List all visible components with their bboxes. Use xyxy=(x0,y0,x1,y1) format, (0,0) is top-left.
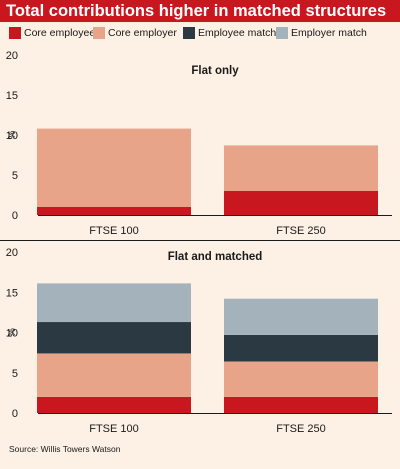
panel-1-bar-ftse-100-core-employee xyxy=(37,207,191,215)
panel-2-bar-ftse-250-employee-match xyxy=(224,334,378,362)
legend: Core employee Core employer Employee mat… xyxy=(0,25,400,41)
panel-2-category-ftse-100: FTSE 100 xyxy=(89,423,139,435)
panel-2-ytick-20: 20 xyxy=(6,247,18,259)
panel-2-bar-ftse-100-core-employer xyxy=(37,353,191,397)
legend-label-core-employee: Core employee xyxy=(24,27,96,39)
panel-1-bar-ftse-250-core-employer xyxy=(224,145,378,191)
panel-2-bar-ftse-250-core-employer xyxy=(224,361,378,397)
panel-1-ytick-10: 10 xyxy=(6,130,18,142)
source-note: Source: Willis Towers Watson xyxy=(9,444,121,454)
legend-label-core-employer: Core employer xyxy=(108,27,177,39)
panel-2-bar-ftse-250-employer-match xyxy=(224,298,378,335)
panel-2-category-ftse-250: FTSE 250 xyxy=(276,423,326,435)
panel-2-ytick-5: 5 xyxy=(12,368,18,380)
panel-1-category-ftse-250: FTSE 250 xyxy=(276,225,326,237)
panel-1-ytick-15: 15 xyxy=(6,90,18,102)
legend-swatch-core-employer xyxy=(93,27,105,39)
panel-1-title: Flat only xyxy=(191,65,239,77)
panel-2-ytick-0: 0 xyxy=(12,408,18,420)
panel-1-category-ftse-100: FTSE 100 xyxy=(89,225,139,237)
panel-1-ytick-20: 20 xyxy=(6,50,18,62)
panel-2-ytick-15: 15 xyxy=(6,287,18,299)
panel-1-ytick-0: 0 xyxy=(12,210,18,222)
legend-swatch-core-employee xyxy=(9,27,21,39)
panel-2-bar-ftse-100-employee-match xyxy=(37,322,191,354)
panel-2-title: Flat and matched xyxy=(168,251,263,263)
panel-1-ytick-5: 5 xyxy=(12,170,18,182)
legend-label-employee-match: Employee match xyxy=(198,27,277,39)
panel-2-bar-ftse-100-employer-match xyxy=(37,283,191,323)
panel-2-ytick-10: 10 xyxy=(6,328,18,340)
legend-label-employer-match: Employer match xyxy=(291,27,367,39)
panel-1-bar-ftse-100-core-employer xyxy=(37,128,191,207)
panel-2-ylabel: % xyxy=(7,328,18,337)
legend-swatch-employer-match xyxy=(276,27,288,39)
panel-1-bar-ftse-250-core-employee xyxy=(224,191,378,215)
chart-title: Total contributions higher in matched st… xyxy=(6,2,387,20)
panel-2-bar-ftse-100-core-employee xyxy=(37,396,191,413)
legend-swatch-employee-match xyxy=(183,27,195,39)
panel-2-bar-ftse-250-core-employee xyxy=(224,396,378,413)
panel-1-ylabel: % xyxy=(7,130,18,139)
title-bar: Total contributions higher in matched st… xyxy=(0,0,400,22)
